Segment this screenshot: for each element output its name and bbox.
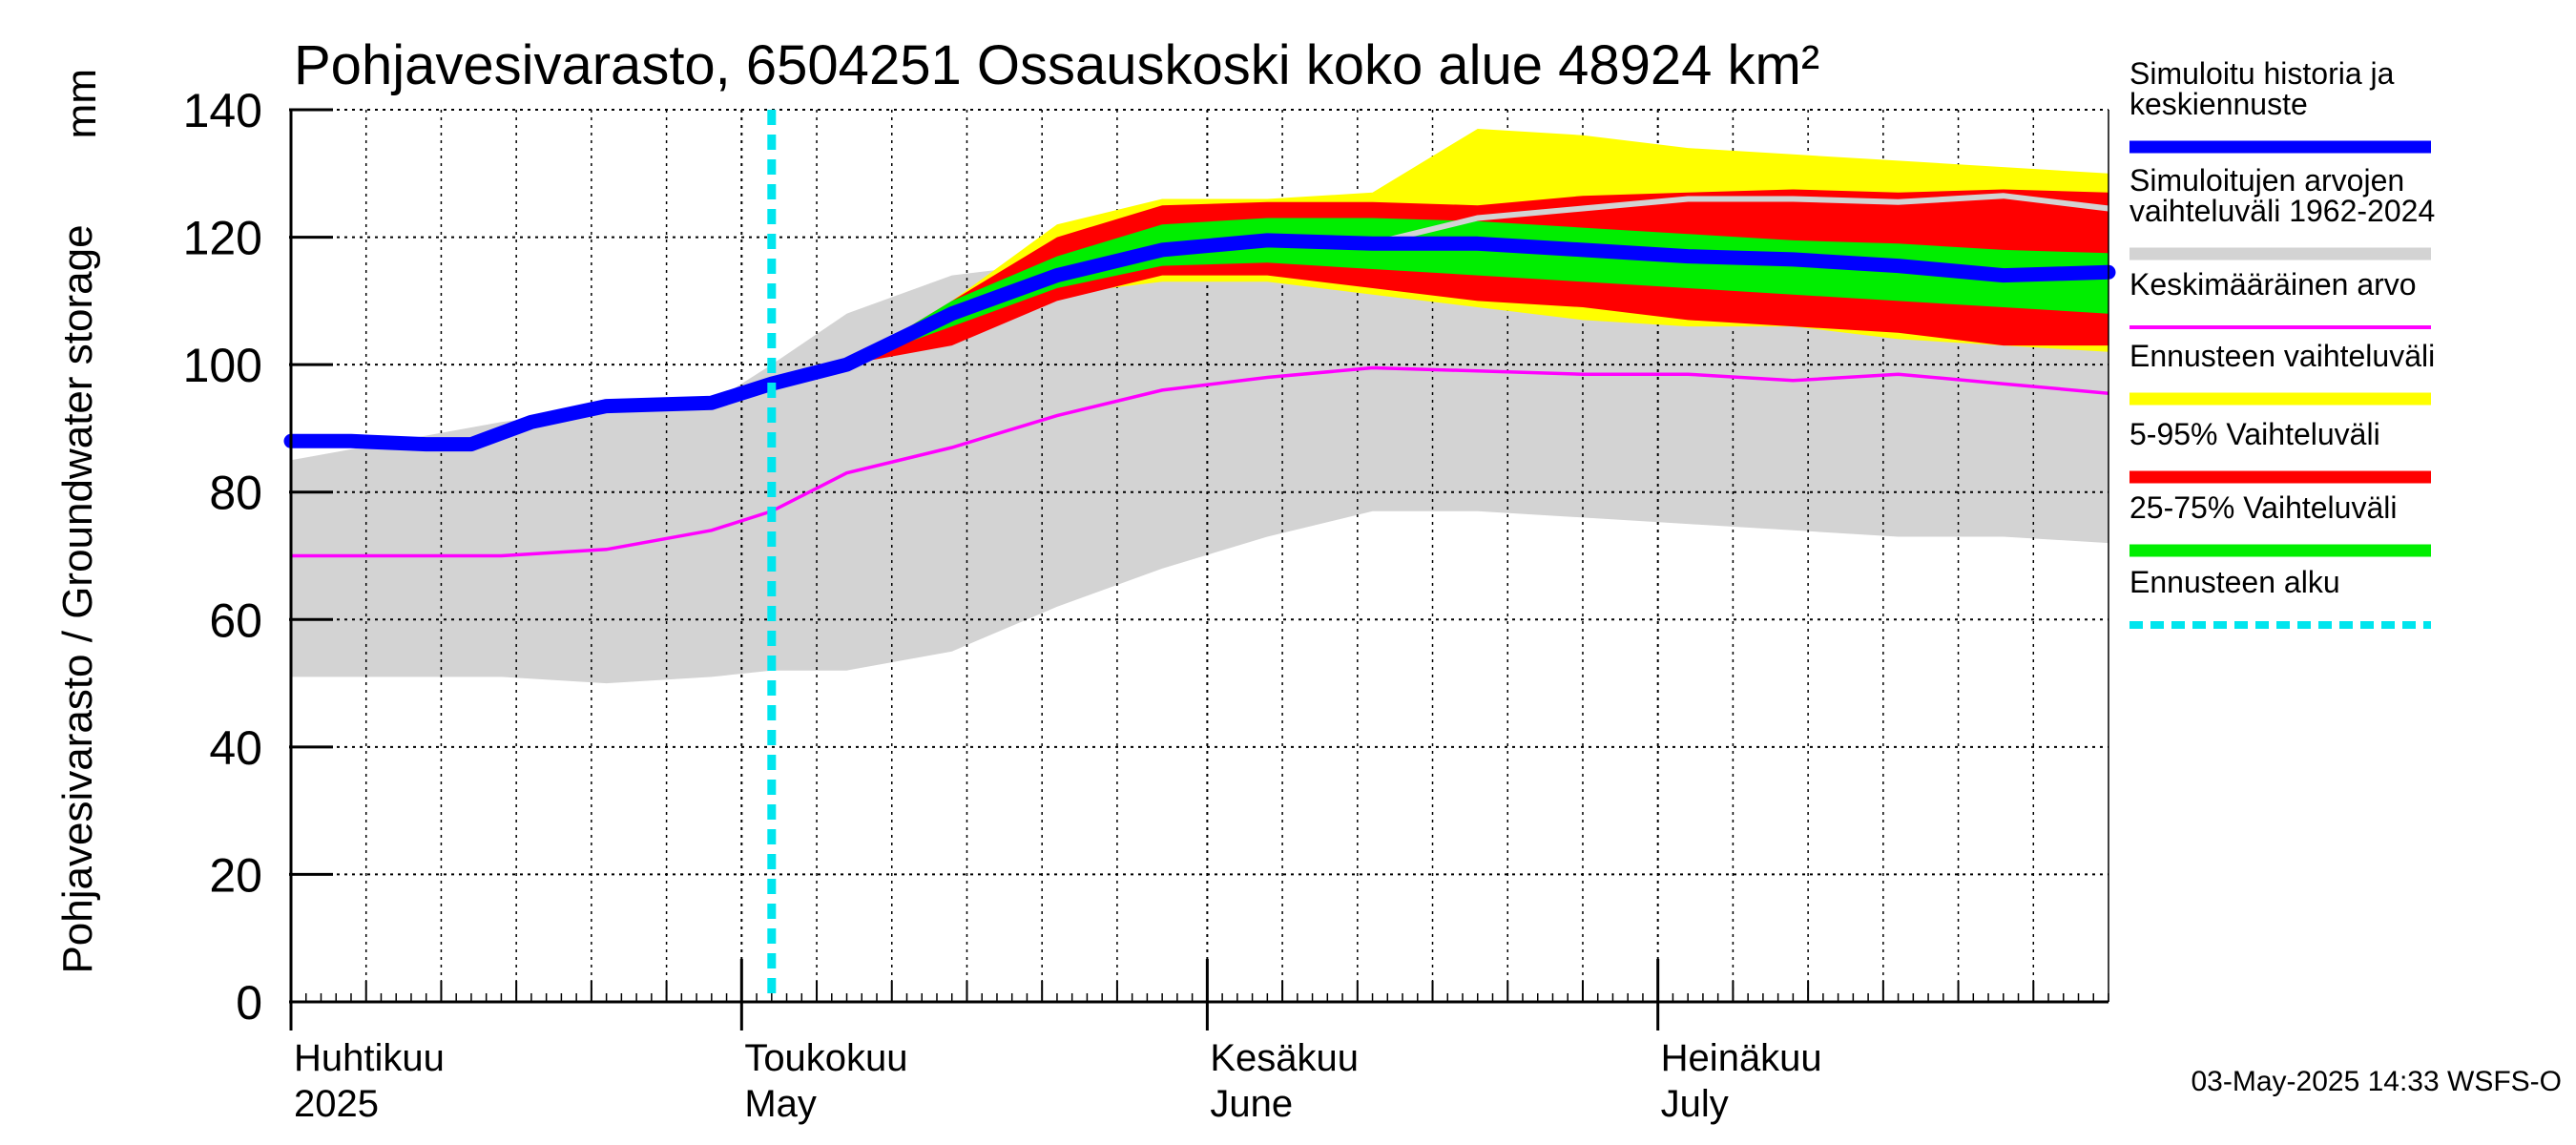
y-tick-label: 0 [236,976,262,1030]
legend-item: 25-75% Vaihteluväli [2129,490,2431,557]
y-tick-label: 60 [209,593,262,647]
x-month-label-fi: Heinäkuu [1661,1037,1822,1079]
y-tick-label: 20 [209,848,262,902]
historical-max-line [1371,193,2109,247]
x-month-label-en: May [744,1083,817,1125]
legend-label: Ennusteen vaihteluväli [2129,339,2435,373]
legend-item: Ennusteen vaihteluväli [2129,339,2435,406]
y-axis-label: Pohjavesivarasto / Groundwater storage [54,224,101,973]
chart-title: Pohjavesivarasto, 6504251 Ossauskoski ko… [294,34,1819,96]
x-month-label-en: June [1210,1083,1293,1125]
x-month-label-fi: Kesäkuu [1210,1037,1359,1079]
x-month-label-en: 2025 [294,1083,379,1125]
legend-label: Simuloitu historia ja [2129,56,2395,91]
y-tick-label: 120 [183,212,262,265]
legend-label: vaihteluväli 1962-2024 [2129,194,2435,228]
legend-label: 25-75% Vaihteluväli [2129,490,2397,525]
y-tick-label: 80 [209,467,262,520]
plot-area [283,109,2116,1002]
simulated-median-line [283,233,2116,452]
legend-item: 5-95% Vaihteluväli [2129,417,2431,484]
legend-item: Keskimääräinen arvo [2129,267,2431,329]
legend-label: 5-95% Vaihteluväli [2129,417,2380,451]
legend-label: keskiennuste [2129,87,2308,121]
x-month-label-fi: Huhtikuu [294,1037,445,1079]
legend-label: Keskimääräinen arvo [2129,267,2417,302]
legend-label: Simuloitujen arvojen [2129,163,2404,198]
y-tick-label: 40 [209,721,262,775]
legend: Simuloitu historia jakeskiennusteSimuloi… [2129,56,2435,629]
y-tick-label: 140 [183,84,262,137]
x-month-label-en: July [1661,1083,1729,1125]
mean-line [291,365,2109,558]
y-tick-label: 100 [183,339,262,392]
historical-range-band [291,224,2109,684]
legend-label: Ennusteen alku [2129,565,2340,599]
footer-timestamp: 03-May-2025 14:33 WSFS-O [2192,1066,2563,1097]
x-month-label-fi: Toukokuu [744,1037,907,1079]
legend-item: Ennusteen alku [2129,565,2431,629]
y-unit-label: mm [58,69,105,138]
